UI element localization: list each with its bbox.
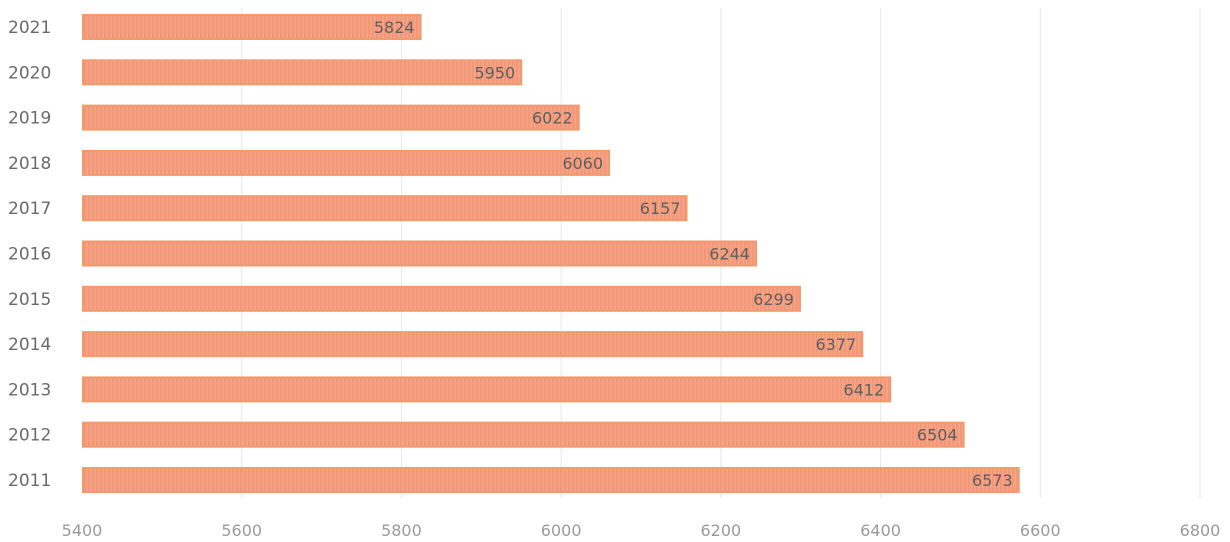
y-category-label: 2014 [8,335,51,355]
x-tick-label: 5800 [381,521,422,540]
x-tick-label: 5600 [221,521,262,540]
bar [83,15,421,39]
x-tick-label: 6800 [1180,521,1221,540]
bar [83,242,756,266]
bar [83,60,521,84]
x-tick-label: 6000 [541,521,582,540]
x-tick-label: 5400 [62,521,103,540]
y-category-label: 2019 [8,109,51,129]
bar-value-label: 5824 [374,18,415,37]
bar-value-label: 6377 [815,335,856,354]
x-tick-label: 6200 [700,521,741,540]
labels: 5400 5600 5800 6000 6200 6400 6600 6800 2021 5824… [8,18,1220,540]
bar [83,423,964,447]
y-category-label: 2021 [8,18,51,38]
bars [83,15,1019,492]
bar [83,151,609,175]
x-tick-label: 6400 [860,521,901,540]
bar [83,287,800,311]
bar-value-label: 6022 [532,109,573,128]
bar-value-label: 6060 [562,154,603,173]
bar [83,468,1019,492]
bar [83,106,579,130]
bar [83,377,890,401]
bar-value-label: 6299 [753,290,794,309]
y-category-label: 2012 [8,426,51,446]
bar-value-label: 6412 [843,380,884,399]
y-category-label: 2018 [8,154,51,174]
bar-value-label: 6573 [972,471,1013,490]
bar-value-label: 6244 [709,245,750,264]
y-category-label: 2011 [8,471,51,491]
y-category-label: 2016 [8,245,51,265]
bar-value-label: 5950 [474,63,515,82]
y-category-label: 2015 [8,290,51,310]
y-category-label: 2020 [8,63,51,83]
bar [83,332,862,356]
y-category-label: 2017 [8,199,51,219]
bar-value-label: 6157 [640,199,681,218]
y-category-label: 2013 [8,380,51,400]
bar-value-label: 6504 [917,426,958,445]
bar [83,196,687,220]
x-tick-label: 6600 [1020,521,1061,540]
